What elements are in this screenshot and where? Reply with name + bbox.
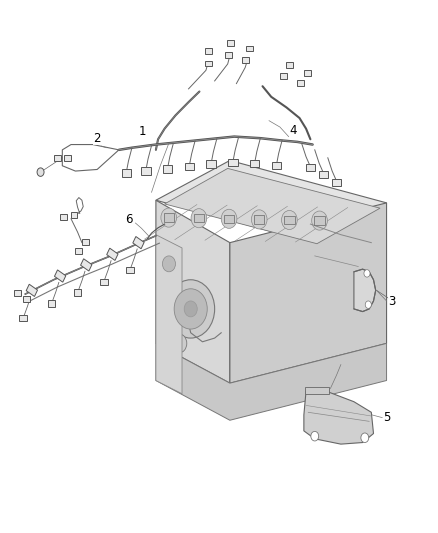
Bar <box>133 237 144 249</box>
Text: 6: 6 <box>125 213 133 226</box>
Circle shape <box>365 301 371 309</box>
Bar <box>75 248 82 254</box>
Circle shape <box>171 334 187 353</box>
Bar <box>54 270 66 282</box>
Circle shape <box>184 301 197 317</box>
Bar <box>280 73 287 79</box>
Circle shape <box>167 280 215 338</box>
Circle shape <box>311 431 319 441</box>
Bar <box>297 80 304 86</box>
Polygon shape <box>165 168 380 244</box>
Polygon shape <box>156 235 182 394</box>
Bar <box>74 289 81 296</box>
Circle shape <box>157 249 181 279</box>
Bar <box>304 70 311 76</box>
Polygon shape <box>156 343 387 420</box>
Bar <box>64 155 71 161</box>
Text: 3: 3 <box>388 295 395 308</box>
Bar <box>100 279 108 285</box>
Bar <box>226 52 233 58</box>
Bar <box>71 212 78 218</box>
Bar <box>14 290 21 296</box>
Circle shape <box>162 256 176 272</box>
Circle shape <box>191 208 207 228</box>
Circle shape <box>361 433 369 442</box>
Circle shape <box>37 168 44 176</box>
Bar <box>82 239 89 245</box>
Bar <box>126 267 134 273</box>
Bar <box>19 315 27 321</box>
Bar <box>306 165 315 171</box>
Bar <box>205 48 212 54</box>
Bar <box>254 215 265 224</box>
Polygon shape <box>354 269 376 312</box>
Bar <box>194 214 204 222</box>
Bar <box>163 213 174 222</box>
Bar <box>319 171 328 177</box>
Circle shape <box>312 211 327 230</box>
Circle shape <box>282 211 297 230</box>
Bar <box>206 160 216 168</box>
Bar <box>163 165 173 173</box>
Bar <box>305 387 329 394</box>
Bar <box>205 61 212 66</box>
Bar <box>23 296 30 302</box>
Bar <box>26 284 38 296</box>
Bar <box>228 159 238 166</box>
Bar <box>332 179 341 185</box>
Bar <box>284 216 295 224</box>
Bar <box>121 169 131 177</box>
Bar <box>314 216 325 225</box>
Bar <box>53 155 60 161</box>
Circle shape <box>251 210 267 229</box>
Bar <box>185 163 194 170</box>
Bar <box>250 160 259 167</box>
Bar <box>246 45 253 51</box>
Bar <box>60 214 67 220</box>
Text: 5: 5 <box>384 411 391 424</box>
Circle shape <box>221 209 237 228</box>
Polygon shape <box>156 160 387 243</box>
Bar <box>242 58 249 63</box>
Circle shape <box>161 208 177 227</box>
Polygon shape <box>304 389 374 444</box>
Bar <box>141 167 151 175</box>
Bar <box>47 301 55 307</box>
Bar <box>286 62 293 68</box>
Polygon shape <box>156 200 230 383</box>
Bar <box>227 40 234 46</box>
Bar <box>272 162 281 169</box>
Circle shape <box>174 289 207 329</box>
Text: 2: 2 <box>93 132 100 145</box>
Text: 1: 1 <box>138 125 146 138</box>
Bar <box>107 248 118 261</box>
Bar <box>224 215 234 223</box>
Text: 4: 4 <box>290 124 297 137</box>
Polygon shape <box>230 203 387 383</box>
Bar <box>81 259 92 271</box>
Circle shape <box>364 270 370 277</box>
